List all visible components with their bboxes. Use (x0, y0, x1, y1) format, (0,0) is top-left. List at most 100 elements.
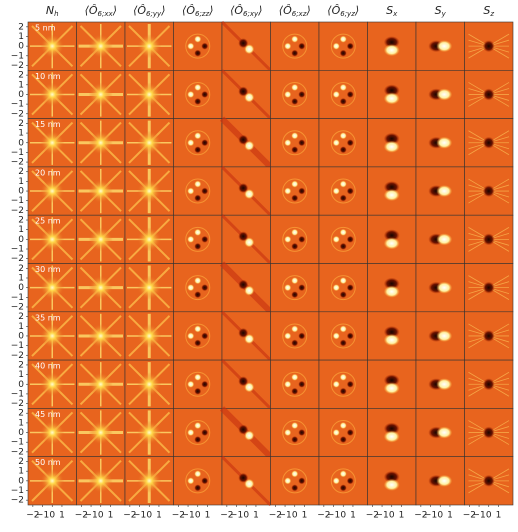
heatmap-panel (319, 22, 368, 70)
pattern (291, 98, 298, 105)
pattern (291, 146, 298, 153)
y-tick-label: −1 (11, 438, 24, 448)
pattern (291, 195, 298, 202)
pattern (333, 91, 340, 98)
pattern (244, 141, 254, 151)
pattern (384, 286, 400, 298)
y-tick-label: 2 (18, 264, 24, 274)
y-tick-label: −2 (11, 302, 24, 312)
pattern (436, 137, 452, 149)
y-tick-label: 0 (18, 380, 24, 390)
column-header: Sy (435, 4, 447, 18)
pattern (194, 277, 201, 284)
x-tick-label: 1 (399, 511, 405, 521)
pattern (244, 479, 254, 489)
pattern (137, 276, 161, 300)
pattern (333, 429, 340, 436)
y-tick-label: −2 (11, 399, 24, 409)
pattern (201, 429, 208, 436)
pattern (340, 470, 347, 477)
pattern (194, 146, 201, 153)
y-tick-label: 0 (18, 476, 24, 486)
pattern (89, 372, 113, 396)
y-tick-label: 2 (18, 457, 24, 467)
pattern (137, 469, 161, 493)
heatmap-panel (174, 408, 223, 456)
heatmap-panel (271, 167, 320, 215)
pattern (483, 378, 495, 390)
heatmap-panel (271, 22, 320, 70)
pattern (201, 139, 208, 146)
row-label: 25 nm (35, 217, 61, 226)
y-tick-label: −1 (11, 486, 24, 496)
heatmap-panel (319, 167, 368, 215)
y-tick-label: 2 (18, 360, 24, 370)
column-header: ⟨Ô6;xx⟩ (85, 4, 117, 18)
pattern (483, 282, 495, 294)
y-tick-label: 2 (18, 216, 24, 226)
pattern (40, 469, 64, 493)
y-tick-label: 0 (18, 428, 24, 438)
header-sub: 6;zz (195, 10, 209, 18)
pattern (291, 422, 298, 429)
pattern (187, 332, 194, 339)
x-tick-label: 1 (253, 511, 259, 521)
heatmap-panel (319, 360, 368, 408)
pattern (137, 421, 161, 445)
pattern (384, 92, 400, 104)
pattern (187, 188, 194, 195)
pattern (384, 141, 400, 153)
heatmap-panel (271, 408, 320, 456)
pattern (194, 422, 201, 429)
pattern (483, 427, 495, 439)
pattern (333, 188, 340, 195)
pattern (201, 477, 208, 484)
heatmap-panel (174, 215, 223, 263)
header-sub: 6;xx (98, 10, 114, 18)
pattern (244, 431, 254, 441)
heatmap-panel (174, 167, 223, 215)
pattern (340, 181, 347, 188)
pattern (201, 43, 208, 50)
heatmap-panel (174, 264, 223, 312)
column-header: ⟨Ô6;yz⟩ (327, 4, 359, 18)
row-label: 5 nm (35, 24, 56, 33)
pattern (436, 88, 452, 100)
pattern (137, 82, 161, 106)
header-sub: 6;yz (340, 10, 355, 18)
heatmap-panel (174, 22, 223, 70)
x-tick-label: −1 (327, 511, 340, 521)
header-sub: 6;xy (243, 10, 259, 18)
pattern (194, 84, 201, 91)
pattern (291, 277, 298, 284)
header-tail: ⟩ (112, 4, 117, 17)
pattern (284, 477, 291, 484)
row-label: 15 nm (35, 120, 61, 129)
y-tick-label: 0 (18, 42, 24, 52)
pattern (194, 181, 201, 188)
pattern (40, 34, 64, 58)
heatmap-panel (271, 119, 320, 167)
pattern (384, 189, 400, 201)
pattern (89, 131, 113, 155)
pattern (298, 477, 305, 484)
pattern (340, 146, 347, 153)
pattern (194, 388, 201, 395)
y-tick-label: 1 (18, 370, 24, 380)
x-tick-label: 1 (156, 511, 162, 521)
x-tick-label: −1 (278, 511, 291, 521)
y-tick-label: 0 (18, 283, 24, 293)
row-label: 35 nm (35, 313, 61, 322)
heatmap-panel (319, 119, 368, 167)
pattern (340, 84, 347, 91)
y-tick-label: 2 (18, 22, 24, 32)
pattern (194, 50, 201, 57)
header-tail: ⟩ (160, 4, 165, 17)
pattern (201, 91, 208, 98)
pattern (291, 291, 298, 298)
pattern (333, 332, 340, 339)
pattern (89, 469, 113, 493)
pattern (333, 381, 340, 388)
pattern (291, 243, 298, 250)
y-tick-label: −2 (11, 351, 24, 361)
